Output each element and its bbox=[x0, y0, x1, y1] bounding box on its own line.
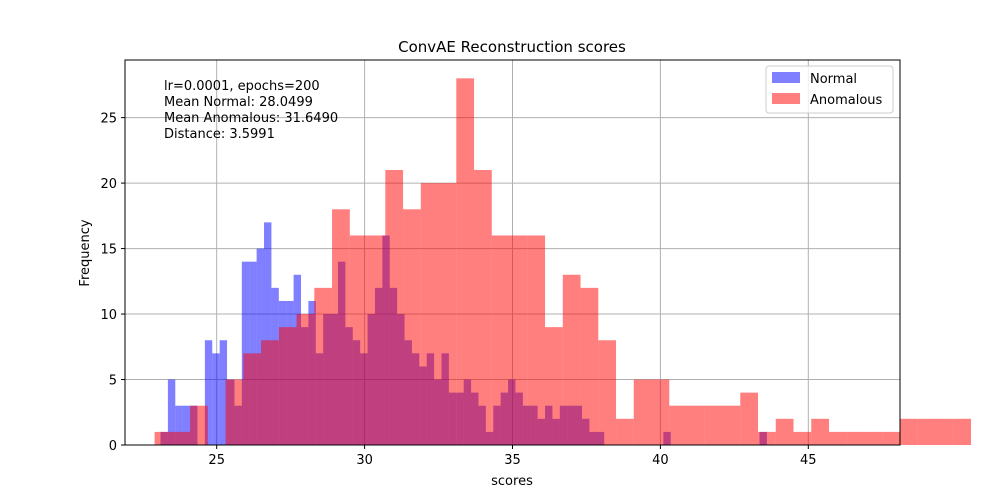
y-tick-label: 15 bbox=[100, 243, 117, 258]
bar-anomalous bbox=[580, 287, 599, 445]
bar-anomalous bbox=[669, 405, 688, 445]
x-tick-label: 40 bbox=[652, 453, 669, 468]
bar-anomalous bbox=[793, 431, 812, 445]
bar-anomalous bbox=[403, 209, 421, 445]
bar-normal bbox=[182, 405, 191, 445]
y-tick-label: 25 bbox=[100, 112, 117, 127]
bar-anomalous bbox=[420, 183, 439, 445]
chart-title: ConvAE Reconstruction scores bbox=[398, 38, 626, 56]
bar-anomalous bbox=[598, 340, 617, 445]
bar-anomalous bbox=[261, 340, 279, 445]
histogram-bars bbox=[154, 78, 971, 445]
legend-swatch-normal bbox=[772, 72, 800, 83]
bar-anomalous bbox=[296, 314, 315, 445]
bar-anomalous bbox=[367, 235, 386, 445]
bar-anomalous bbox=[935, 418, 954, 445]
bar-normal bbox=[249, 261, 257, 445]
bar-anomalous bbox=[775, 418, 794, 445]
x-axis-ticks: 25 30 35 40 45 bbox=[208, 445, 817, 468]
bar-anomalous bbox=[474, 170, 492, 445]
bar-normal bbox=[256, 248, 265, 445]
bar-anomalous bbox=[385, 170, 404, 445]
annotation-line-1: lr=0.0001, epochs=200 bbox=[164, 79, 320, 94]
bar-anomalous bbox=[917, 418, 936, 445]
bar-normal bbox=[241, 261, 250, 445]
bar-anomalous bbox=[243, 353, 262, 445]
legend-label-anomalous: Anomalous bbox=[810, 93, 883, 108]
bar-normal bbox=[175, 405, 183, 445]
bar-anomalous bbox=[225, 379, 244, 445]
y-tick-label: 0 bbox=[109, 439, 117, 454]
bar-anomalous bbox=[864, 431, 883, 445]
bar-anomalous bbox=[811, 418, 830, 445]
legend: Normal Anomalous bbox=[765, 65, 894, 114]
y-tick-label: 10 bbox=[100, 308, 117, 323]
bar-anomalous bbox=[491, 235, 510, 445]
x-axis-label: scores bbox=[491, 474, 533, 489]
bar-anomalous bbox=[687, 405, 705, 445]
x-tick-label: 30 bbox=[356, 453, 373, 468]
bar-anomalous bbox=[900, 418, 918, 445]
bar-normal bbox=[167, 379, 176, 445]
y-tick-label: 5 bbox=[109, 374, 117, 389]
bar-normal bbox=[204, 340, 213, 445]
bar-anomalous bbox=[953, 418, 971, 445]
bar-anomalous bbox=[829, 431, 847, 445]
bar-anomalous bbox=[651, 379, 670, 445]
bar-anomalous bbox=[722, 405, 741, 445]
bar-anomalous bbox=[349, 235, 368, 445]
bar-anomalous bbox=[616, 418, 634, 445]
bar-anomalous bbox=[278, 327, 297, 445]
bar-anomalous bbox=[154, 431, 173, 445]
bar-anomalous bbox=[740, 392, 759, 445]
bar-anomalous bbox=[314, 287, 333, 445]
annotation-line-2: Mean Normal: 28.0499 bbox=[164, 95, 313, 110]
bar-anomalous bbox=[456, 78, 475, 445]
x-tick-label: 35 bbox=[504, 453, 521, 468]
legend-label-normal: Normal bbox=[810, 72, 857, 87]
bar-anomalous bbox=[846, 431, 865, 445]
bar-anomalous bbox=[438, 183, 457, 445]
bar-anomalous bbox=[527, 235, 546, 445]
bar-anomalous bbox=[633, 379, 652, 445]
bar-anomalous bbox=[332, 209, 350, 445]
bar-anomalous bbox=[509, 235, 528, 445]
bar-anomalous bbox=[704, 405, 723, 445]
y-axis-label: Frequency bbox=[78, 219, 93, 286]
annotation-line-4: Distance: 3.5991 bbox=[164, 127, 275, 142]
bar-anomalous bbox=[882, 431, 900, 445]
annotation-line-3: Mean Anomalous: 31.6490 bbox=[164, 111, 338, 126]
x-tick-label: 45 bbox=[800, 453, 817, 468]
y-axis-ticks: 0 5 10 15 20 25 bbox=[100, 112, 125, 454]
bar-normal bbox=[212, 353, 220, 445]
stats-annotation: lr=0.0001, epochs=200 Mean Normal: 28.04… bbox=[164, 79, 338, 142]
y-tick-label: 20 bbox=[100, 177, 117, 192]
bar-anomalous bbox=[172, 431, 191, 445]
legend-swatch-anomalous bbox=[772, 93, 800, 104]
bar-anomalous bbox=[545, 327, 563, 445]
x-tick-label: 25 bbox=[208, 453, 225, 468]
bar-anomalous bbox=[190, 405, 208, 445]
bar-anomalous bbox=[758, 431, 776, 445]
bar-normal bbox=[219, 340, 228, 445]
bar-normal bbox=[264, 222, 272, 445]
bar-anomalous bbox=[562, 274, 581, 445]
